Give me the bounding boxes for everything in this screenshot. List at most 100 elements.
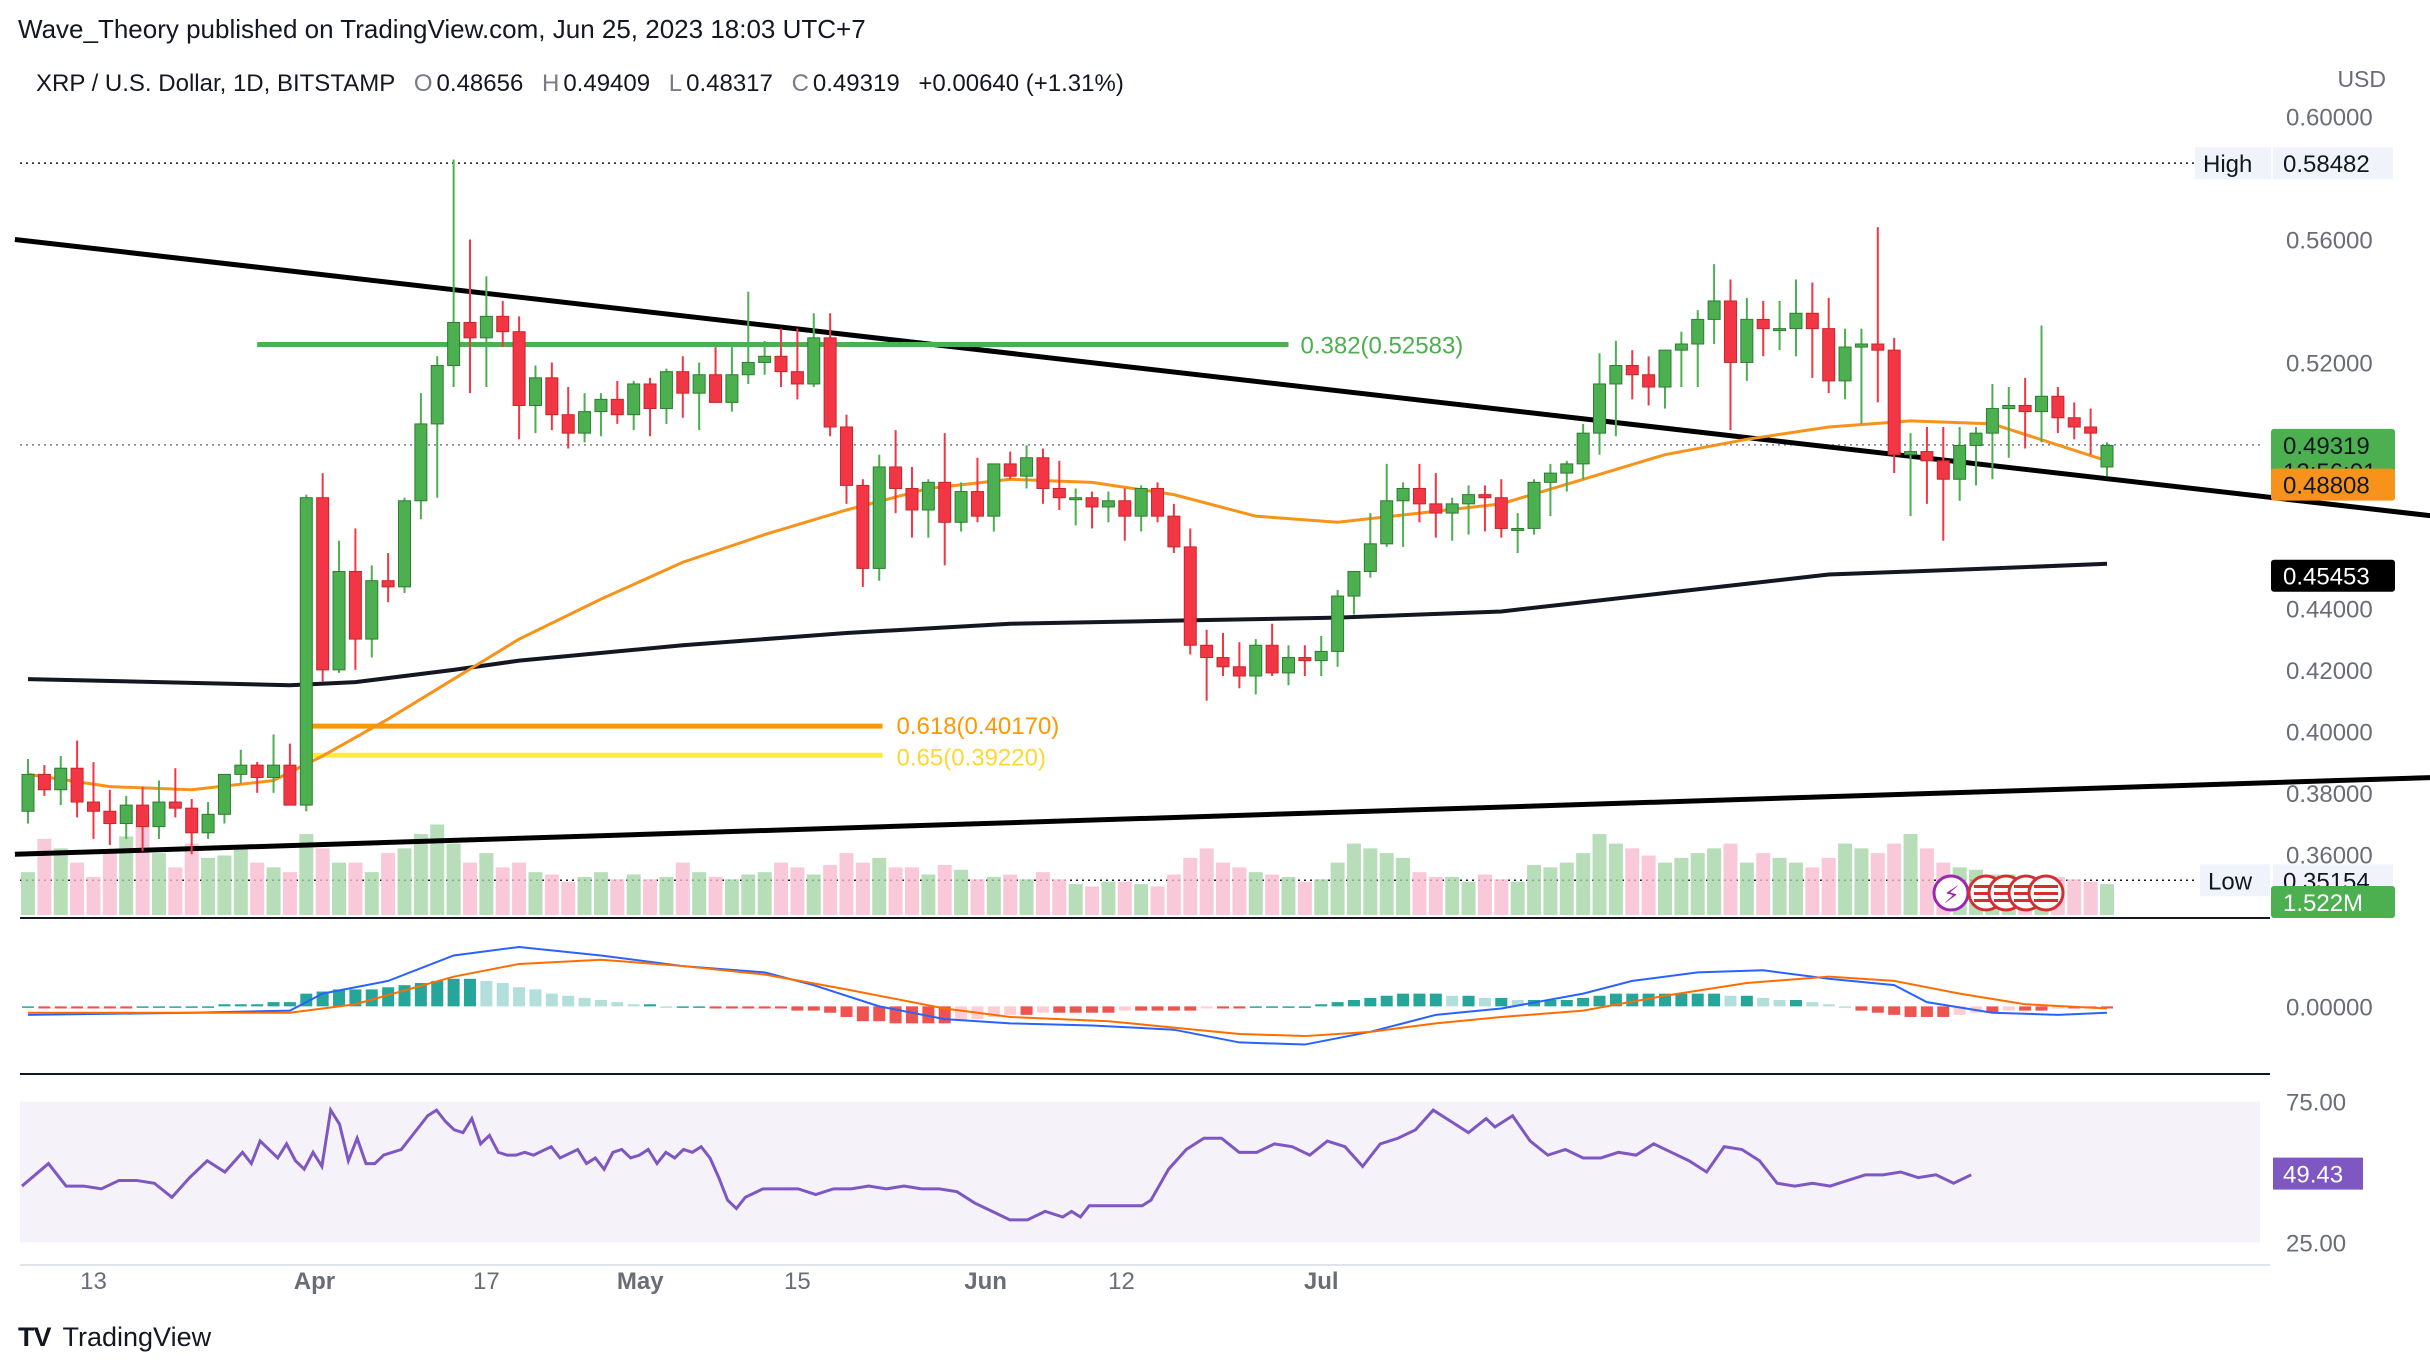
volume-bar	[839, 853, 854, 915]
macd-histogram-bar	[103, 1006, 116, 1009]
volume-bar	[332, 862, 347, 915]
candle-body	[872, 466, 886, 569]
macd-histogram-bar	[267, 1002, 280, 1007]
candle-body	[1281, 657, 1295, 674]
candle-body	[1216, 657, 1230, 668]
macd-histogram-bar	[2019, 1006, 2032, 1011]
macd-histogram-bar	[709, 1006, 722, 1009]
volume-bar	[1445, 876, 1460, 915]
candle-body	[823, 337, 837, 428]
time-tick-label: 12	[1108, 1268, 1135, 1295]
macd-histogram-bar	[1642, 993, 1655, 1007]
candle-body	[37, 773, 51, 791]
candle-body	[725, 374, 739, 403]
macd-histogram-bar	[1331, 1002, 1344, 1007]
time-tick-label: 17	[473, 1268, 500, 1295]
candle-body	[938, 481, 952, 523]
candle-body	[1101, 500, 1115, 508]
macd-histogram-bar	[1364, 997, 1377, 1007]
candle-body	[217, 773, 231, 815]
upper-trendline	[14, 236, 2430, 519]
volume-bar	[741, 874, 756, 915]
macd-histogram-bar	[1757, 997, 1770, 1007]
candle-body	[316, 497, 330, 671]
candle-body	[1069, 497, 1083, 501]
ma200-tag: 0.45453	[2271, 559, 2395, 592]
macd-histogram-bar	[856, 1006, 869, 1022]
flag-stripe	[1994, 885, 2018, 888]
volume-bar	[1052, 879, 1067, 915]
volume-bar	[184, 843, 199, 915]
volume-bar	[2099, 884, 2114, 915]
volume-bar	[1232, 867, 1247, 915]
macd-histogram-bar	[1200, 1006, 1213, 1009]
candle-body	[365, 580, 379, 640]
volume-bar	[1576, 853, 1591, 915]
candle-body	[643, 383, 657, 410]
macd-histogram-bar	[1478, 997, 1491, 1007]
volume-tag: 1.522M	[2271, 886, 2395, 918]
volume-bar	[1494, 879, 1509, 915]
macd-histogram-bar	[1953, 1006, 1966, 1015]
macd-histogram-bar	[251, 1004, 264, 1007]
volume-bar	[1314, 879, 1329, 915]
macd-histogram-bar	[1135, 1006, 1148, 1011]
macd-zero-label: 0.00000	[2286, 994, 2373, 1021]
candle-body	[1020, 457, 1034, 477]
volume-bar	[201, 857, 216, 915]
candle-body	[1543, 472, 1557, 483]
volume-bar	[1150, 886, 1165, 915]
flag-stripe	[1994, 892, 2018, 895]
volume-bar	[1363, 848, 1378, 915]
candle-body	[1232, 666, 1246, 677]
candle-body	[119, 804, 133, 825]
volume-bar	[921, 874, 936, 915]
candle-body	[430, 365, 444, 425]
macd-histogram-bar	[742, 1006, 755, 1009]
flag-stripe	[2034, 892, 2058, 895]
last-price-tag-text: 0.49319	[2283, 433, 2370, 460]
macd-histogram-bar	[1036, 1006, 1049, 1013]
currency-label[interactable]: USD	[2337, 66, 2386, 92]
macd-histogram-bar	[447, 978, 460, 1007]
candle-body	[398, 500, 412, 588]
volume-bar	[904, 867, 919, 915]
volume-bar	[1461, 881, 1476, 915]
fib-382-label: 0.382(0.52583)	[1300, 333, 1463, 360]
candle-body	[1723, 300, 1737, 363]
macd-histogram-bar	[1397, 993, 1410, 1007]
candle-body	[1249, 644, 1263, 677]
flag-stripe	[2034, 885, 2058, 888]
rsi-tag-bg	[2273, 1157, 2363, 1190]
volume-bar	[1625, 848, 1640, 915]
candle-body	[2002, 404, 2016, 410]
macd-histogram-bar	[1839, 1006, 1852, 1008]
candle-body	[136, 804, 150, 828]
volume-bar	[823, 865, 838, 915]
flag-stripe	[1974, 892, 1998, 895]
volume-bar	[1821, 857, 1836, 915]
macd-histogram-bar	[1986, 1006, 1999, 1013]
macd-histogram-bar	[840, 1006, 853, 1017]
candle-body	[1658, 349, 1672, 388]
low-value: 0.48317	[686, 70, 773, 97]
volume-bar	[495, 867, 510, 915]
candle-body	[1396, 487, 1410, 502]
candle-body	[889, 466, 903, 489]
volume-bar	[1919, 848, 1934, 915]
macd-histogram-bar	[1004, 1006, 1017, 1015]
symbol-name[interactable]: XRP / U.S. Dollar, 1D, BITSTAMP	[36, 70, 396, 97]
candle-body	[2084, 426, 2098, 434]
macd-histogram-bar	[807, 1006, 820, 1011]
high-tag-label: High	[2203, 151, 2252, 178]
candle-body	[1478, 494, 1492, 499]
macd-histogram-bar	[660, 1006, 673, 1008]
ema50-tag-text: 0.48808	[2283, 473, 2370, 500]
candle-body	[414, 423, 428, 502]
ema50-tag-bg	[2271, 468, 2395, 501]
candle-body	[856, 484, 870, 569]
volume-bar	[413, 834, 428, 915]
candle-body	[299, 497, 313, 806]
candle-body	[70, 767, 84, 803]
